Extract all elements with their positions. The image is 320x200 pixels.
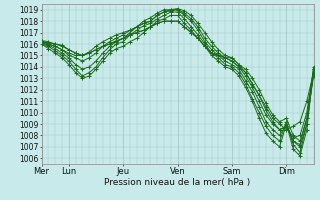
X-axis label: Pression niveau de la mer( hPa ): Pression niveau de la mer( hPa ): [104, 178, 251, 187]
